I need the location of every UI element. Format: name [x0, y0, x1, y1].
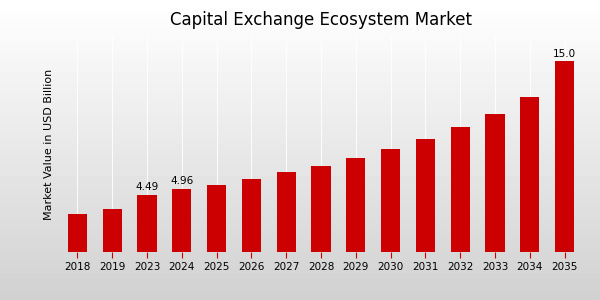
Bar	[485, 113, 505, 252]
Bar	[555, 61, 574, 252]
Text: 15.0: 15.0	[553, 49, 576, 59]
Bar	[172, 189, 191, 252]
Bar	[346, 158, 365, 252]
Bar	[68, 214, 87, 252]
Bar	[103, 209, 122, 252]
Bar	[311, 166, 331, 252]
Bar	[381, 149, 400, 252]
Bar	[451, 128, 470, 252]
Title: Capital Exchange Ecosystem Market: Capital Exchange Ecosystem Market	[170, 11, 472, 29]
Bar	[137, 195, 157, 252]
Y-axis label: Market Value in USD Billion: Market Value in USD Billion	[44, 68, 55, 220]
Bar	[242, 179, 261, 252]
Bar	[277, 172, 296, 252]
Bar	[520, 97, 539, 252]
Bar	[207, 185, 226, 252]
Text: 4.49: 4.49	[136, 182, 158, 192]
Bar	[416, 139, 435, 252]
Text: 4.96: 4.96	[170, 176, 193, 186]
